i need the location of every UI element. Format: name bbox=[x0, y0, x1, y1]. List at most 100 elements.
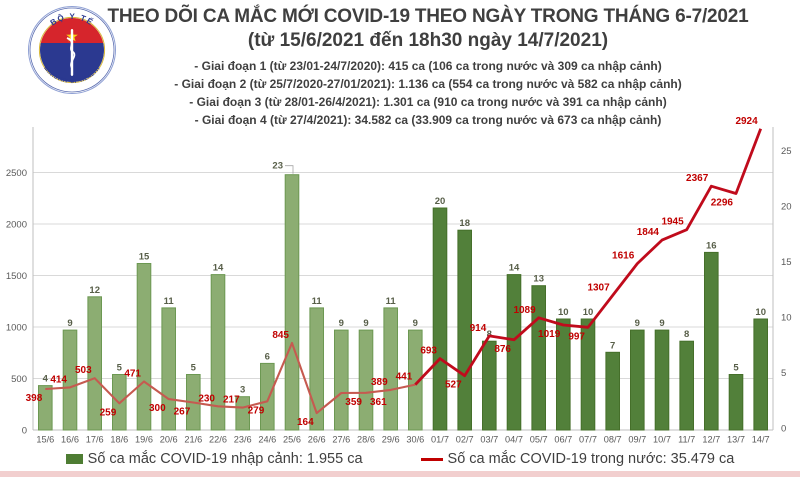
date-label: 24/6 bbox=[258, 435, 276, 445]
phase-1-line: - Giai đoạn 1 (từ 23/01-24/7/2020): 415 … bbox=[194, 59, 662, 73]
date-label: 04/7 bbox=[505, 435, 523, 445]
date-label: 14/7 bbox=[752, 435, 770, 445]
bar-label: 10 bbox=[755, 307, 766, 318]
line-label: 471 bbox=[124, 369, 141, 380]
bar-label: 8 bbox=[684, 329, 689, 340]
bar-label: 9 bbox=[413, 318, 418, 329]
line-label: 693 bbox=[420, 346, 437, 357]
bar-label: 16 bbox=[706, 240, 717, 251]
line-label: 361 bbox=[370, 397, 387, 408]
date-label: 22/6 bbox=[209, 435, 227, 445]
left-axis-label: 1000 bbox=[6, 323, 27, 334]
phase-3-line: - Giai đoạn 3 (từ 28/01-26/4/2021): 1.30… bbox=[189, 95, 667, 109]
legend-imported-swatch-icon bbox=[65, 454, 83, 464]
left-axis-label: 2000 bbox=[6, 220, 27, 231]
bottom-accent-strip bbox=[0, 471, 800, 477]
bar-label: 15 bbox=[139, 252, 150, 263]
bar-11/7 bbox=[679, 340, 695, 431]
line-label: 2367 bbox=[686, 173, 709, 184]
bar-label: 10 bbox=[583, 307, 594, 318]
line-label: 389 bbox=[371, 377, 388, 388]
logo-snake bbox=[66, 37, 76, 69]
right-axis-label: 20 bbox=[781, 202, 792, 213]
bar-23/6 bbox=[235, 396, 250, 431]
date-label: 19/6 bbox=[135, 435, 153, 445]
bar-27/6 bbox=[334, 329, 349, 431]
chart-legend: Số ca mắc COVID-19 nhập cảnh: 1.955 ca S… bbox=[0, 451, 800, 467]
bar-22/6 bbox=[210, 274, 226, 431]
legend-domestic-line-icon bbox=[420, 457, 443, 461]
date-label: 03/7 bbox=[480, 435, 498, 445]
bar-label: 3 bbox=[240, 385, 245, 396]
line-label: 230 bbox=[198, 393, 215, 404]
bar-label: 9 bbox=[635, 318, 640, 329]
legend-domestic-label: Số ca mắc COVID-19 trong nước: 35.479 ca bbox=[447, 451, 735, 467]
date-label: 16/6 bbox=[61, 435, 79, 445]
right-axis-label: 25 bbox=[781, 146, 792, 157]
date-label: 06/7 bbox=[554, 435, 572, 445]
bar-label: 11 bbox=[312, 296, 323, 307]
date-label: 11/7 bbox=[678, 435, 695, 445]
date-label: 09/7 bbox=[628, 435, 646, 445]
bar-label: 9 bbox=[363, 318, 368, 329]
bar-label: 5 bbox=[191, 363, 197, 374]
line-label: 503 bbox=[75, 365, 92, 376]
bar-label: 9 bbox=[339, 318, 344, 329]
bar-08/7 bbox=[605, 351, 621, 431]
date-label: 15/6 bbox=[36, 435, 54, 445]
date-label: 18/6 bbox=[110, 435, 128, 445]
line-label: 267 bbox=[174, 407, 191, 418]
right-axis-label: 0 bbox=[781, 424, 786, 435]
bar-28/6 bbox=[358, 329, 374, 431]
bar-label: 18 bbox=[459, 218, 470, 229]
bar-06/7 bbox=[556, 318, 571, 431]
date-label: 29/6 bbox=[382, 435, 400, 445]
legend-imported-label: Số ca mắc COVID-19 nhập cảnh: 1.955 ca bbox=[87, 451, 363, 467]
date-label: 30/6 bbox=[406, 435, 424, 445]
legend-imported: Số ca mắc COVID-19 nhập cảnh: 1.955 ca bbox=[65, 451, 363, 467]
bar-label: 5 bbox=[117, 363, 123, 374]
date-label: 12/7 bbox=[702, 435, 720, 445]
bar-13/7 bbox=[728, 374, 744, 431]
line-label: 414 bbox=[50, 374, 67, 385]
line-label: 845 bbox=[272, 330, 289, 341]
left-axis-label: 0 bbox=[22, 426, 27, 437]
left-axis-label: 2500 bbox=[6, 168, 27, 179]
date-label: 23/6 bbox=[234, 435, 252, 445]
line-label: 441 bbox=[396, 372, 413, 383]
bar-label: 23 bbox=[272, 161, 283, 172]
date-label: 25/6 bbox=[283, 435, 301, 445]
date-label: 02/7 bbox=[456, 435, 474, 445]
phase-4-line: - Giai đoạn 4 (từ 27/4/2021): 34.582 ca … bbox=[194, 113, 662, 127]
line-label: 300 bbox=[149, 403, 166, 414]
bar-label: 14 bbox=[509, 263, 520, 274]
date-label: 08/7 bbox=[604, 435, 622, 445]
line-label: 527 bbox=[445, 380, 462, 391]
bar-19/6 bbox=[136, 263, 152, 431]
bar-label: 7 bbox=[610, 340, 615, 351]
line-series-june bbox=[45, 341, 416, 415]
page-subtitle: (từ 15/6/2021 đến 18h30 ngày 14/7/2021) bbox=[247, 30, 609, 51]
date-label: 01/7 bbox=[431, 435, 449, 445]
line-label: 164 bbox=[297, 417, 314, 428]
bar-label: 11 bbox=[164, 296, 175, 307]
line-series-july bbox=[414, 128, 763, 386]
date-label: 27/6 bbox=[332, 435, 350, 445]
bar-01/7 bbox=[432, 207, 448, 431]
line-label: 398 bbox=[26, 393, 43, 404]
bar-24/6 bbox=[260, 362, 275, 431]
date-label: 13/7 bbox=[727, 435, 745, 445]
bar-label: 20 bbox=[435, 196, 446, 207]
date-label: 28/6 bbox=[357, 435, 375, 445]
bar-09/7 bbox=[630, 329, 645, 431]
bar-label-callout-line bbox=[285, 165, 294, 174]
date-label: 26/6 bbox=[308, 435, 326, 445]
date-label: 20/6 bbox=[160, 435, 178, 445]
date-label: 05/7 bbox=[530, 435, 548, 445]
date-label: 10/7 bbox=[653, 435, 671, 445]
legend-domestic: Số ca mắc COVID-19 trong nước: 35.479 ca bbox=[420, 451, 735, 467]
header: THEO DÕI CA MẮC MỚI COVID-19 THEO NGÀY T… bbox=[0, 6, 800, 129]
left-axis-label: 500 bbox=[11, 374, 27, 385]
line-label: 2296 bbox=[711, 198, 734, 209]
